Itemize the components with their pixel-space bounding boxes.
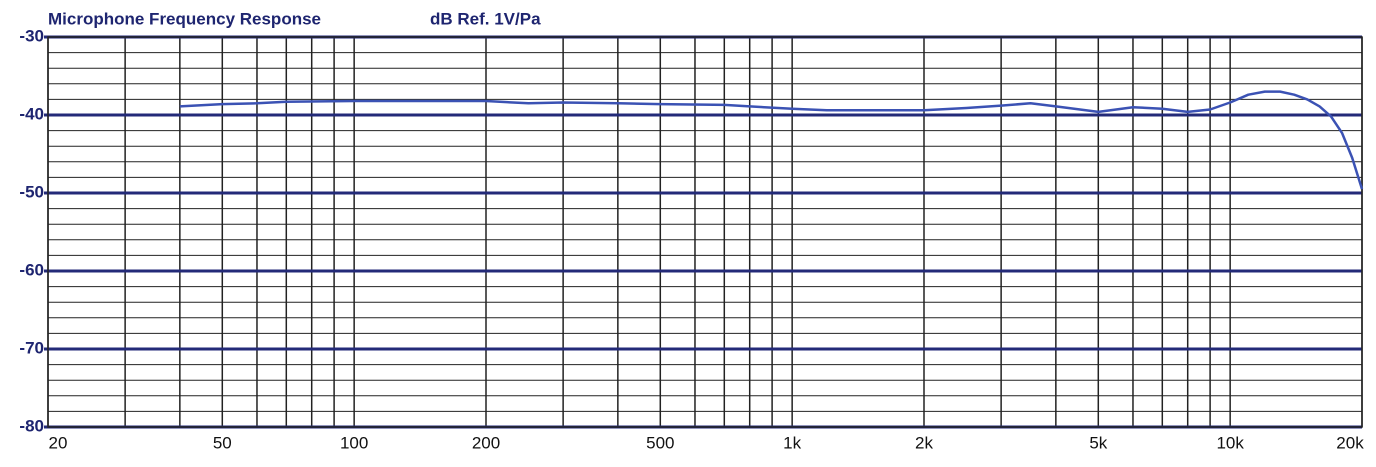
y-tick-label: -30 [19,26,44,45]
x-tick-label: 10k [1216,433,1244,452]
x-tick-label: 500 [646,433,674,452]
chart-title: Microphone Frequency Response [48,9,321,28]
y-axis-label: dB Ref. 1V/Pa [430,9,541,28]
y-tick-label: -60 [19,260,44,279]
x-tick-label: 20 [49,433,68,452]
y-tick-label: -40 [19,104,44,123]
x-tick-label: 5k [1089,433,1107,452]
data-line [179,90,1364,190]
x-tick-label: 1k [783,433,801,452]
x-tick-label: 200 [472,433,500,452]
y-tick-label: -50 [19,182,44,201]
plot-frame [47,36,1363,428]
x-tick-label: 100 [340,433,368,452]
x-tick-label: 20k [1336,433,1364,452]
x-tick-label: 2k [915,433,933,452]
y-tick-label: -70 [19,338,44,357]
y-tick-label: -80 [19,416,44,435]
x-tick-label: 50 [213,433,232,452]
